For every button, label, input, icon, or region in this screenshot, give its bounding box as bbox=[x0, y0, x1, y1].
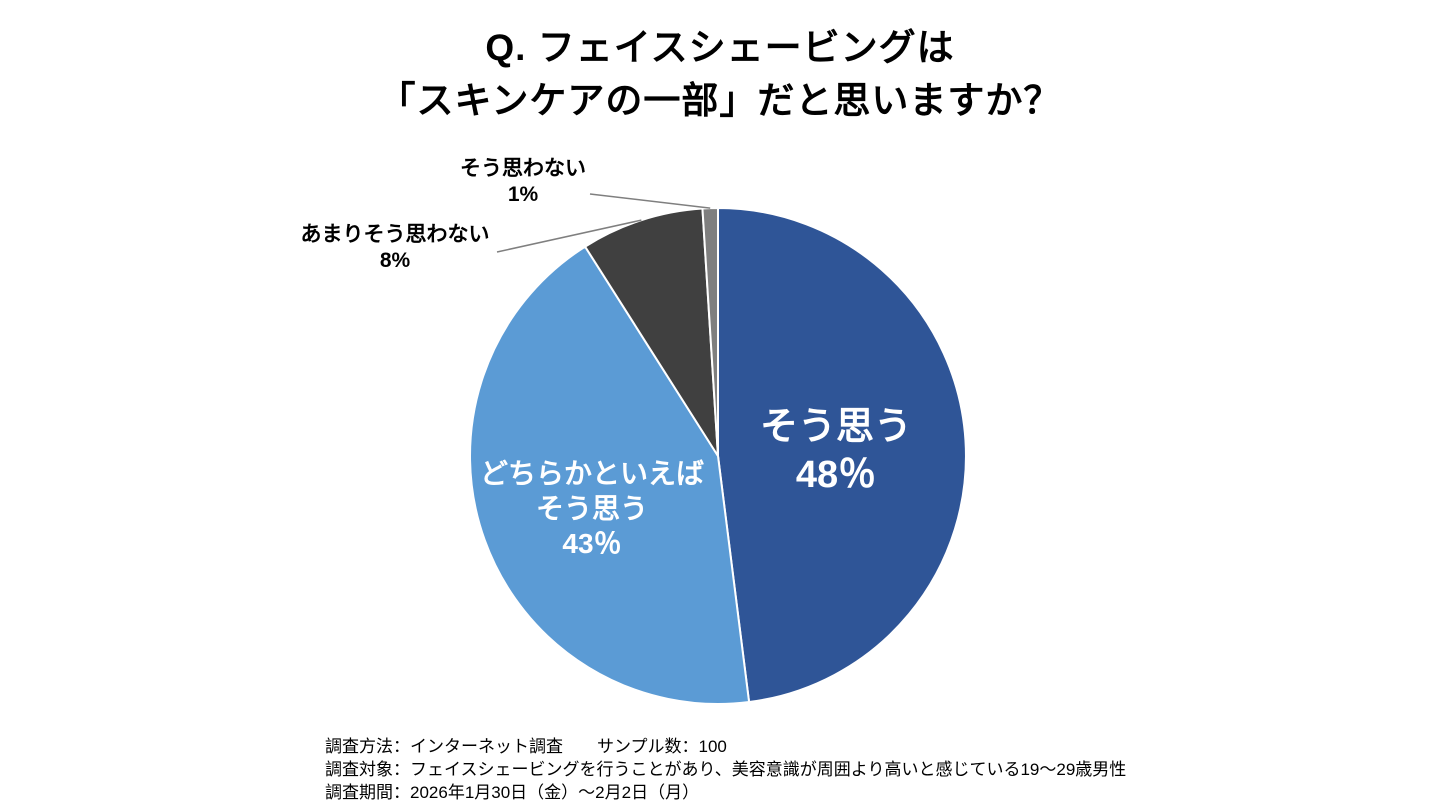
callout-disagree-pct: 1% bbox=[507, 183, 539, 207]
chart-title: Q. フェイスシェービングは 「スキンケアの一部」だと思いますか？ bbox=[0, 22, 1440, 127]
slice-label-somewhat-agree-text2: そう思う bbox=[535, 493, 648, 524]
pie-slice-agree bbox=[717, 206, 967, 704]
chart-title-line2: 「スキンケアの一部」だと思いますか？ bbox=[378, 79, 1062, 121]
survey-period-line: 調査期間：2026年1月30日（金）～2月2日（月） bbox=[325, 782, 700, 802]
slice-label-somewhat-agree: どちらかといえば そう思う 43％ bbox=[452, 456, 732, 561]
survey-notes: 調査方法：インターネット調査 サンプル数：100 調査対象：フェイスシェービング… bbox=[325, 736, 1126, 805]
pie-slice-somewhat-agree bbox=[469, 245, 751, 705]
callout-disagree-text: そう思わない bbox=[460, 157, 586, 180]
callout-somewhat-disagree: あまりそう思わない 8% bbox=[270, 222, 520, 275]
chart-title-line1: Q. フェイスシェービングは bbox=[485, 27, 955, 68]
survey-target-line: 調査対象：フェイスシェービングを行うことがあり、美容意識が周囲より高いと感じてい… bbox=[325, 759, 1127, 779]
slice-label-somewhat-agree-text1: どちらかといえば bbox=[479, 458, 704, 489]
callout-somewhat-disagree-text: あまりそう思わない bbox=[300, 223, 490, 246]
slice-label-somewhat-agree-pct: 43％ bbox=[562, 528, 622, 559]
callout-disagree: そう思わない 1% bbox=[423, 156, 623, 209]
pie-slice-somewhat-disagree bbox=[583, 207, 719, 457]
slice-label-agree: そう思う 48％ bbox=[716, 404, 956, 499]
pie-slice-disagree bbox=[701, 206, 719, 457]
leader-line-somewhat-disagree bbox=[496, 219, 642, 253]
slice-label-agree-pct: 48％ bbox=[795, 453, 877, 496]
leader-line-disagree bbox=[589, 193, 711, 209]
callout-somewhat-disagree-pct: 8% bbox=[379, 249, 411, 273]
survey-method-line: 調査方法：インターネット調査 サンプル数：100 bbox=[325, 737, 727, 756]
slice-label-agree-text: そう思う bbox=[759, 406, 912, 448]
